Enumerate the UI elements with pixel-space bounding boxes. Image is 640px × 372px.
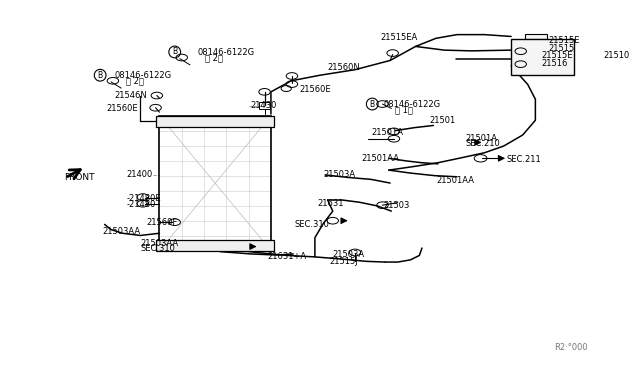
Bar <box>159 116 271 251</box>
Text: 21560E: 21560E <box>300 85 332 94</box>
Text: 21631: 21631 <box>317 199 344 208</box>
Text: 21400: 21400 <box>126 170 152 179</box>
Text: SEC.310: SEC.310 <box>140 244 175 253</box>
Text: （ 2）: （ 2） <box>125 76 143 85</box>
Text: SEC.210: SEC.210 <box>465 139 500 148</box>
Text: 21503AA: 21503AA <box>102 227 140 235</box>
Text: 21503A: 21503A <box>333 250 365 259</box>
Text: 08146-6122G: 08146-6122G <box>198 48 255 57</box>
Text: SEC.211: SEC.211 <box>506 155 541 164</box>
Text: 21515E: 21515E <box>548 36 580 45</box>
Text: SEC.310: SEC.310 <box>294 219 330 228</box>
Text: 21503AA: 21503AA <box>140 239 179 248</box>
Bar <box>259 102 270 109</box>
Bar <box>156 240 274 251</box>
Text: 21501A: 21501A <box>371 128 403 137</box>
Text: 21515: 21515 <box>548 44 574 53</box>
Text: 21430: 21430 <box>250 101 276 110</box>
Text: 21560N: 21560N <box>328 62 360 72</box>
Text: 21515EA: 21515EA <box>380 33 417 42</box>
Text: 21510: 21510 <box>604 51 630 60</box>
Text: 21503A: 21503A <box>323 170 355 179</box>
Text: 21516: 21516 <box>541 58 568 68</box>
Bar <box>525 34 547 39</box>
Text: -21480: -21480 <box>126 200 156 209</box>
Text: 21631+A: 21631+A <box>268 252 307 262</box>
Text: 21503: 21503 <box>384 201 410 210</box>
Text: 21560F: 21560F <box>147 218 178 227</box>
Text: B: B <box>97 71 103 80</box>
Text: 21515J: 21515J <box>330 257 358 266</box>
Text: R2·°000: R2·°000 <box>554 343 588 352</box>
Text: 08146-6122G: 08146-6122G <box>384 100 441 109</box>
Text: B: B <box>370 100 375 109</box>
Text: （ 2）: （ 2） <box>205 53 223 62</box>
Text: 21501A: 21501A <box>465 134 497 142</box>
Text: 21560E: 21560E <box>106 104 138 113</box>
Text: 21501: 21501 <box>429 116 456 125</box>
Text: -21480E: -21480E <box>126 194 161 203</box>
Bar <box>511 39 573 75</box>
Bar <box>156 116 274 127</box>
Text: （ 1）: （ 1） <box>395 106 413 115</box>
Text: 21546N: 21546N <box>115 91 148 100</box>
Text: 21515E: 21515E <box>541 51 573 60</box>
Text: 21501AA: 21501AA <box>362 154 399 163</box>
Text: 08146-6122G: 08146-6122G <box>115 71 172 80</box>
Text: 21501AA: 21501AA <box>436 176 475 185</box>
Text: FRONT: FRONT <box>64 173 94 182</box>
Text: B: B <box>172 48 177 57</box>
